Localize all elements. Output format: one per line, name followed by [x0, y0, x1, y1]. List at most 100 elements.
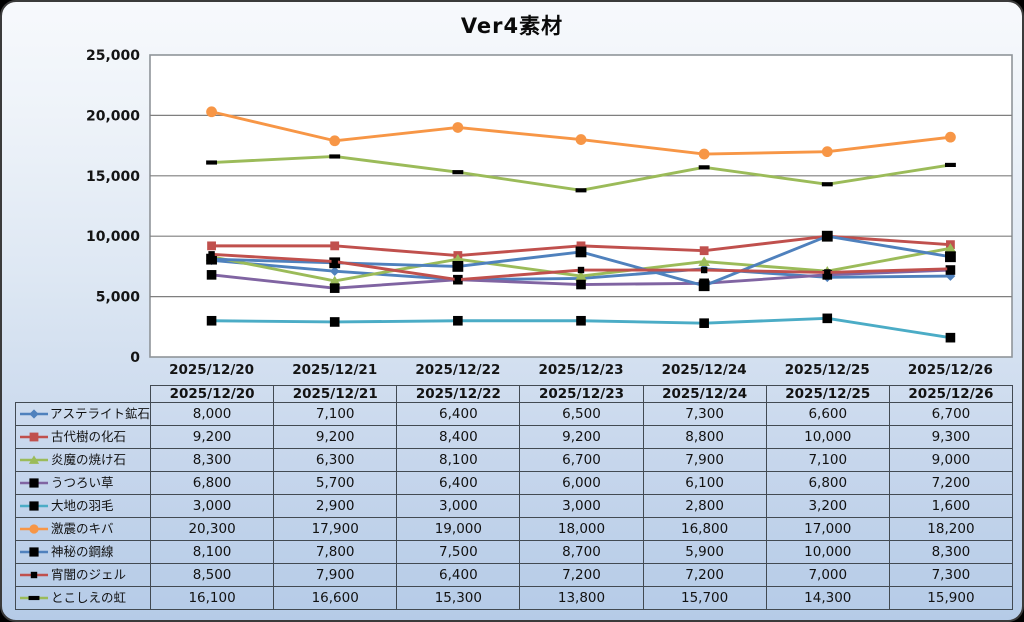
value-cell: 13,800 [519, 586, 644, 610]
value-cell: 18,000 [519, 517, 644, 541]
value-cell: 6,700 [519, 448, 644, 472]
value-cell: 6,000 [519, 471, 644, 495]
series-swatch-icon [20, 455, 48, 464]
value-cell: 14,300 [765, 586, 890, 610]
series-legend-cell: アステライト鉱石 [15, 402, 151, 426]
series-swatch-icon [20, 501, 48, 511]
value-cell: 8,300 [888, 540, 1014, 564]
value-cell: 8,100 [149, 540, 275, 564]
value-cell: 6,800 [149, 471, 275, 495]
value-cell: 2,900 [273, 494, 398, 518]
series-marker [698, 256, 710, 266]
series-marker [453, 315, 463, 326]
data-table: 2025/12/20 2025/12/21 2025/12/22 2025/12/23… [15, 385, 1014, 610]
value-cell: 3,000 [396, 494, 521, 518]
value-cell: 7,300 [888, 563, 1014, 587]
series-legend: 激震のキバ [17, 521, 150, 537]
series-marker [452, 261, 464, 272]
series-marker [329, 317, 340, 327]
value-cell: 16,100 [149, 586, 275, 610]
value-cell: 7,900 [273, 563, 398, 587]
series-legend: 炎魔の焼け石 [17, 453, 150, 467]
y-tick-label: 15,000 [86, 169, 140, 185]
table-row: 激震のキバ 20,300 17,900 19,000 18,000 16,800 17,00… [15, 517, 1014, 541]
date-header-cell: 2025/12/21 [273, 385, 398, 403]
series-label: 激震のキバ [51, 521, 114, 537]
series-label: うつろい草 [51, 475, 114, 491]
y-tick-label: 25,000 [86, 48, 140, 64]
date-header-cell: 2025/12/20 [149, 385, 275, 403]
value-cell: 7,100 [273, 402, 398, 426]
series-marker [698, 148, 710, 160]
value-cell: 15,900 [888, 586, 1014, 610]
date-header-cell: 2025/12/24 [642, 385, 767, 403]
x-tick-label: 2025/12/20 [169, 362, 254, 378]
value-cell: 7,100 [765, 448, 890, 472]
y-tick-label: 0 [130, 350, 140, 366]
series-legend-cell: うつろい草 [15, 471, 151, 495]
series-marker [208, 251, 215, 258]
table-row: 古代樹の化石 9,200 9,200 8,400 9,200 8,800 10,000 9,3… [15, 425, 1014, 449]
x-tick-label: 2025/12/24 [662, 362, 747, 378]
series-marker [206, 253, 217, 265]
value-cell: 6,400 [396, 563, 521, 587]
value-cell: 16,800 [642, 517, 767, 541]
value-cell: 1,600 [888, 494, 1014, 518]
table-row: うつろい草 6,800 5,700 6,400 6,000 6,100 6,800 7,200 [15, 471, 1014, 495]
series-legend-cell: 激震のキバ [15, 517, 151, 541]
series-legend: 宵闇のジェル [17, 567, 150, 583]
series-marker [821, 182, 833, 187]
series-marker [575, 188, 587, 193]
value-cell: 17,900 [273, 517, 398, 541]
plot-area [149, 54, 1013, 358]
value-cell: 15,700 [642, 586, 767, 610]
series-label: とこしえの虹 [51, 590, 127, 606]
series-marker [29, 547, 39, 557]
value-cell: 9,200 [273, 425, 398, 449]
series-legend-cell: 神秘の鋼線 [15, 540, 151, 564]
value-cell: 6,600 [765, 402, 890, 426]
series-legend-cell: 炎魔の焼け石 [15, 448, 151, 472]
value-cell: 8,300 [149, 448, 275, 472]
series-marker [329, 266, 340, 277]
value-cell: 6,700 [888, 402, 1014, 426]
value-cell: 3,200 [765, 494, 890, 518]
value-cell: 7,200 [642, 563, 767, 587]
series-swatch-icon [20, 571, 48, 579]
table-corner-cell [16, 386, 151, 403]
value-cell: 5,700 [273, 471, 398, 495]
series-marker [206, 160, 218, 165]
series-marker [821, 230, 833, 242]
series-swatch-icon [20, 409, 48, 419]
date-header-cell: 2025/12/22 [396, 385, 521, 403]
series-marker [947, 265, 954, 273]
value-cell: 10,000 [765, 540, 890, 564]
value-cell: 8,500 [149, 563, 275, 587]
value-cell: 5,900 [642, 540, 767, 564]
series-marker [328, 275, 341, 286]
series-marker [28, 455, 40, 464]
x-tick-label: 2025/12/23 [538, 362, 623, 378]
series-legend-cell: 大地の羽毛 [15, 494, 151, 518]
series-marker [207, 241, 216, 251]
value-cell: 9,000 [888, 448, 1014, 472]
series-marker [575, 134, 587, 145]
value-cell: 3,000 [149, 494, 275, 518]
series-marker [824, 269, 831, 276]
series-marker [206, 315, 217, 326]
y-tick-label: 5,000 [96, 290, 141, 306]
series-legend: うつろい草 [17, 475, 150, 491]
series-swatch-icon [20, 478, 48, 488]
value-cell: 9,300 [888, 425, 1014, 449]
table-header-row: 2025/12/20 2025/12/21 2025/12/22 2025/12/23… [16, 385, 1014, 403]
value-cell: 9,200 [149, 425, 275, 449]
series-legend: 神秘の鋼線 [17, 545, 150, 559]
series-swatch-icon [20, 432, 48, 442]
series-label: 宵闇のジェル [51, 567, 127, 583]
series-legend: 古代樹の化石 [17, 430, 150, 444]
series-marker [452, 122, 464, 133]
value-cell: 6,400 [396, 402, 521, 426]
value-cell: 8,800 [642, 425, 767, 449]
value-cell: 10,000 [765, 425, 890, 449]
